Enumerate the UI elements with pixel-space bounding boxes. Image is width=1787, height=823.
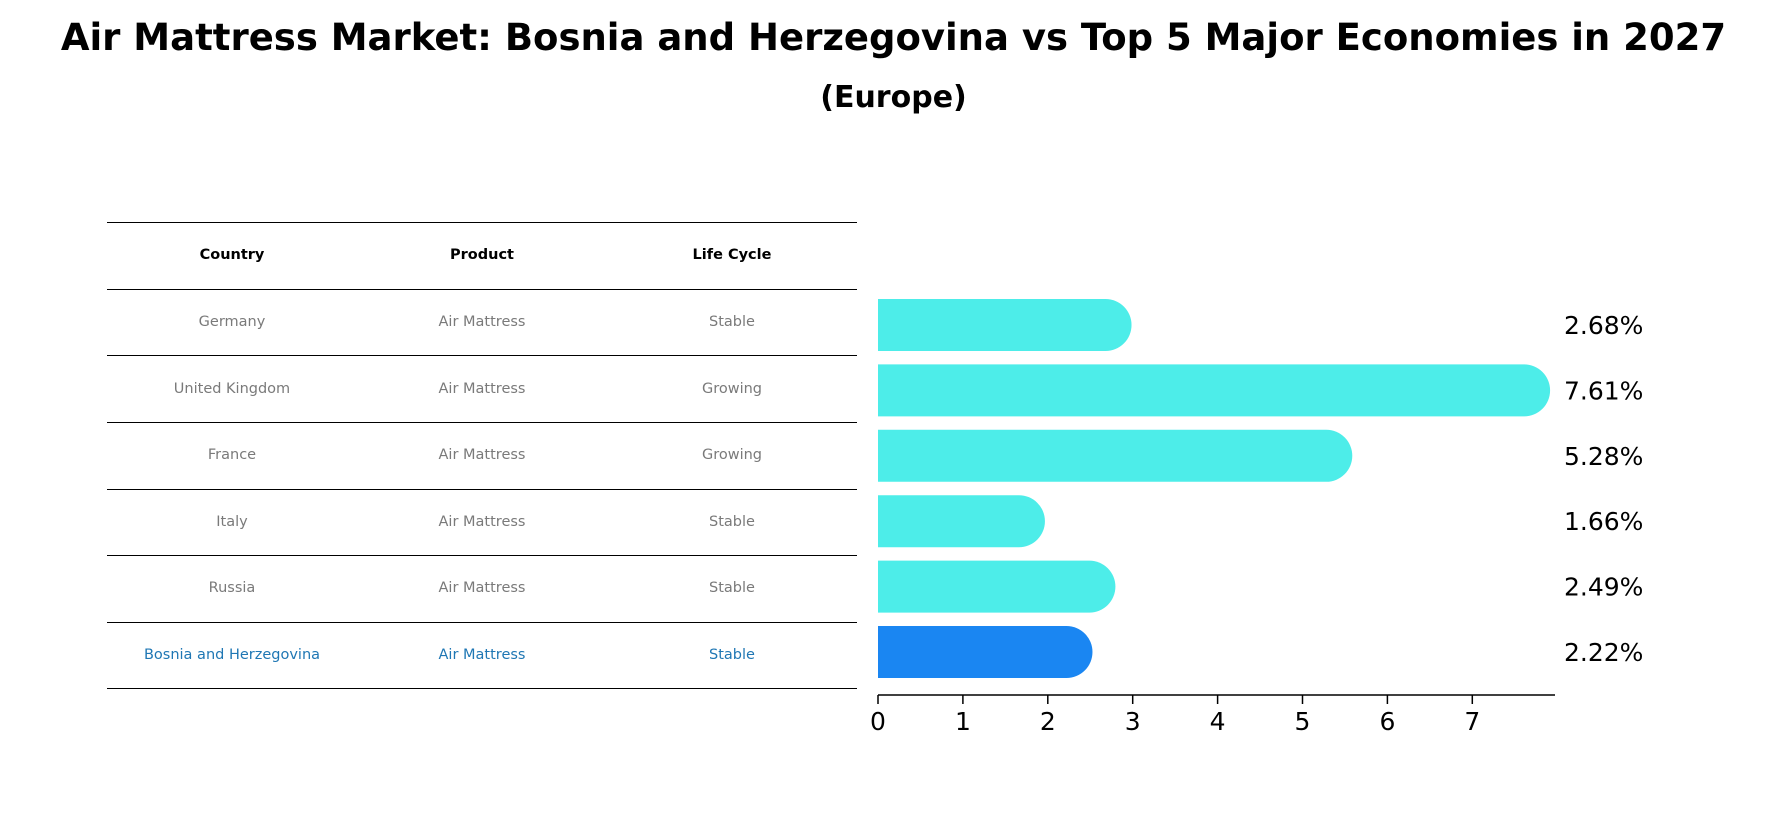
x-tick-label: 2 xyxy=(1040,707,1056,736)
table-cell: Stable xyxy=(709,580,755,597)
x-tick-label: 3 xyxy=(1125,707,1141,736)
table-cell: Air Mattress xyxy=(438,447,526,464)
table-cell: Germany xyxy=(198,314,266,330)
table-rule xyxy=(107,289,857,290)
chart-subtitle: (Europe) xyxy=(820,80,967,115)
table-header-cell: Country xyxy=(199,247,265,263)
bar-value-label: 2.22% xyxy=(1564,638,1643,667)
bar xyxy=(878,560,1116,613)
table-header-cell: Product xyxy=(450,247,514,263)
table-cell: Growing xyxy=(701,447,763,464)
bar-value-label: 2.68% xyxy=(1564,311,1643,340)
bar xyxy=(878,429,1353,482)
table-rule xyxy=(107,622,857,623)
table-cell: Stable xyxy=(709,513,755,530)
table-cell: Air Mattress xyxy=(438,647,526,663)
table-cell: Russia xyxy=(208,580,256,597)
chart-title: Air Mattress Market: Bosnia and Herzegov… xyxy=(60,16,1727,59)
bar-value-label: 7.61% xyxy=(1564,376,1643,405)
table-header-cell: Life Cycle xyxy=(692,247,772,263)
table-cell: Air Mattress xyxy=(438,513,526,530)
bar-value-label: 1.66% xyxy=(1564,507,1643,536)
table-cell: United Kingdom xyxy=(173,380,291,397)
bar-value-label: 5.28% xyxy=(1564,442,1643,471)
table-cell: France xyxy=(207,447,257,464)
x-tick-label: 6 xyxy=(1379,707,1395,736)
table-cell: Air Mattress xyxy=(438,314,526,330)
bar xyxy=(878,626,1093,678)
bar xyxy=(878,299,1132,351)
table-cell: Italy xyxy=(216,513,248,530)
bar xyxy=(878,364,1551,417)
table-cell: Growing xyxy=(701,380,763,397)
x-tick-label: 7 xyxy=(1464,707,1480,736)
x-tick-label: 5 xyxy=(1295,707,1311,736)
bar xyxy=(878,495,1045,548)
table-cell: Air Mattress xyxy=(438,580,526,597)
table-rule xyxy=(107,355,857,356)
bar-value-label: 2.49% xyxy=(1564,573,1643,602)
table-rule xyxy=(107,555,857,556)
x-tick-label: 4 xyxy=(1210,707,1226,736)
table-cell: Stable xyxy=(709,647,755,663)
table-rule xyxy=(107,489,857,490)
table-cell: Stable xyxy=(709,314,755,330)
table-rule xyxy=(107,222,857,223)
table-cell: Bosnia and Herzegovina xyxy=(143,647,321,663)
table-cell: Air Mattress xyxy=(438,380,526,397)
table-rule xyxy=(107,422,857,423)
x-tick-label: 0 xyxy=(870,707,886,736)
x-tick-label: 1 xyxy=(955,707,971,736)
table-rule xyxy=(107,688,857,689)
